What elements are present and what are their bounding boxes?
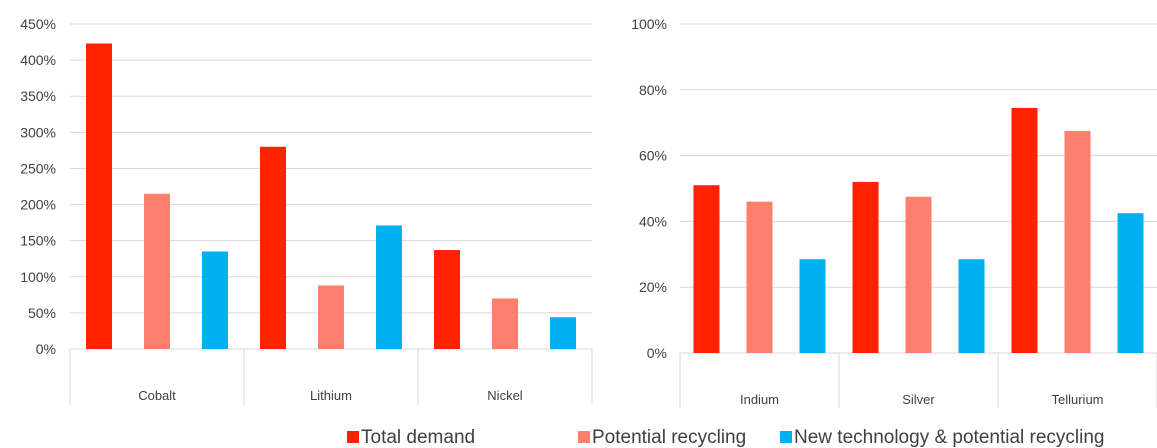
legend-swatch-2 [578,431,590,443]
bar-cobalt-series-1 [86,43,112,349]
bar-silver-series-2 [905,196,932,353]
y-tick-label: 60% [639,148,667,164]
bar-tellurium-series-3 [1117,213,1144,353]
y-tick-label: 400% [20,52,56,68]
y-tick-label: 80% [639,82,667,98]
legend-label-3: New technology & potential recycling [794,427,1105,448]
bar-indium-series-3 [799,259,826,353]
bar-cobalt-series-3 [202,251,228,349]
y-tick-label: 100% [631,16,667,32]
y-tick-label: 300% [20,124,56,140]
legend-label-1: Total demand [361,427,475,448]
bar-tellurium-series-2 [1064,130,1091,353]
bar-lithium-series-2 [318,285,344,349]
x-category-label: Silver [902,392,935,407]
bar-tellurium-series-1 [1011,107,1038,354]
bar-silver-series-1 [852,181,879,353]
x-category-label: Cobalt [138,388,176,403]
y-tick-label: 40% [639,213,667,229]
bar-lithium-series-1 [260,146,286,349]
bar-nickel-series-2 [492,298,518,349]
y-tick-label: 250% [20,160,56,176]
y-tick-label: 350% [20,88,56,104]
bar-nickel-series-1 [434,250,460,349]
x-category-label: Nickel [487,388,523,403]
legend-label-2: Potential recycling [592,427,746,448]
y-tick-label: 200% [20,197,56,213]
y-tick-label: 0% [647,345,667,361]
y-tick-label: 50% [28,305,56,321]
bar-cobalt-series-2 [144,193,170,349]
x-category-label: Indium [740,392,779,407]
y-tick-label: 0% [36,341,56,357]
x-category-label: Tellurium [1051,392,1103,407]
y-tick-label: 100% [20,269,56,285]
legend-swatch-1 [347,431,359,443]
y-tick-label: 20% [639,279,667,295]
chart-panel-right: 0% 20% 40% 60% 80% 100% Indium Silver Tellurium [631,16,1157,408]
x-category-label: Lithium [310,388,352,403]
y-tick-label: 450% [20,16,56,32]
bar-indium-series-1 [693,185,720,353]
bar-indium-series-2 [746,201,773,353]
legend: Total demand Potential recycling New techn… [347,427,1105,448]
y-tick-label: 150% [20,233,56,249]
bar-nickel-series-3 [550,317,576,349]
legend-swatch-3 [780,431,792,443]
bar-lithium-series-3 [376,225,402,349]
chart-panel-left: 0% 50% 100% 150% 200% 250% 300% 350% 400% 450% Cob… [20,16,593,405]
bar-silver-series-3 [958,259,985,353]
